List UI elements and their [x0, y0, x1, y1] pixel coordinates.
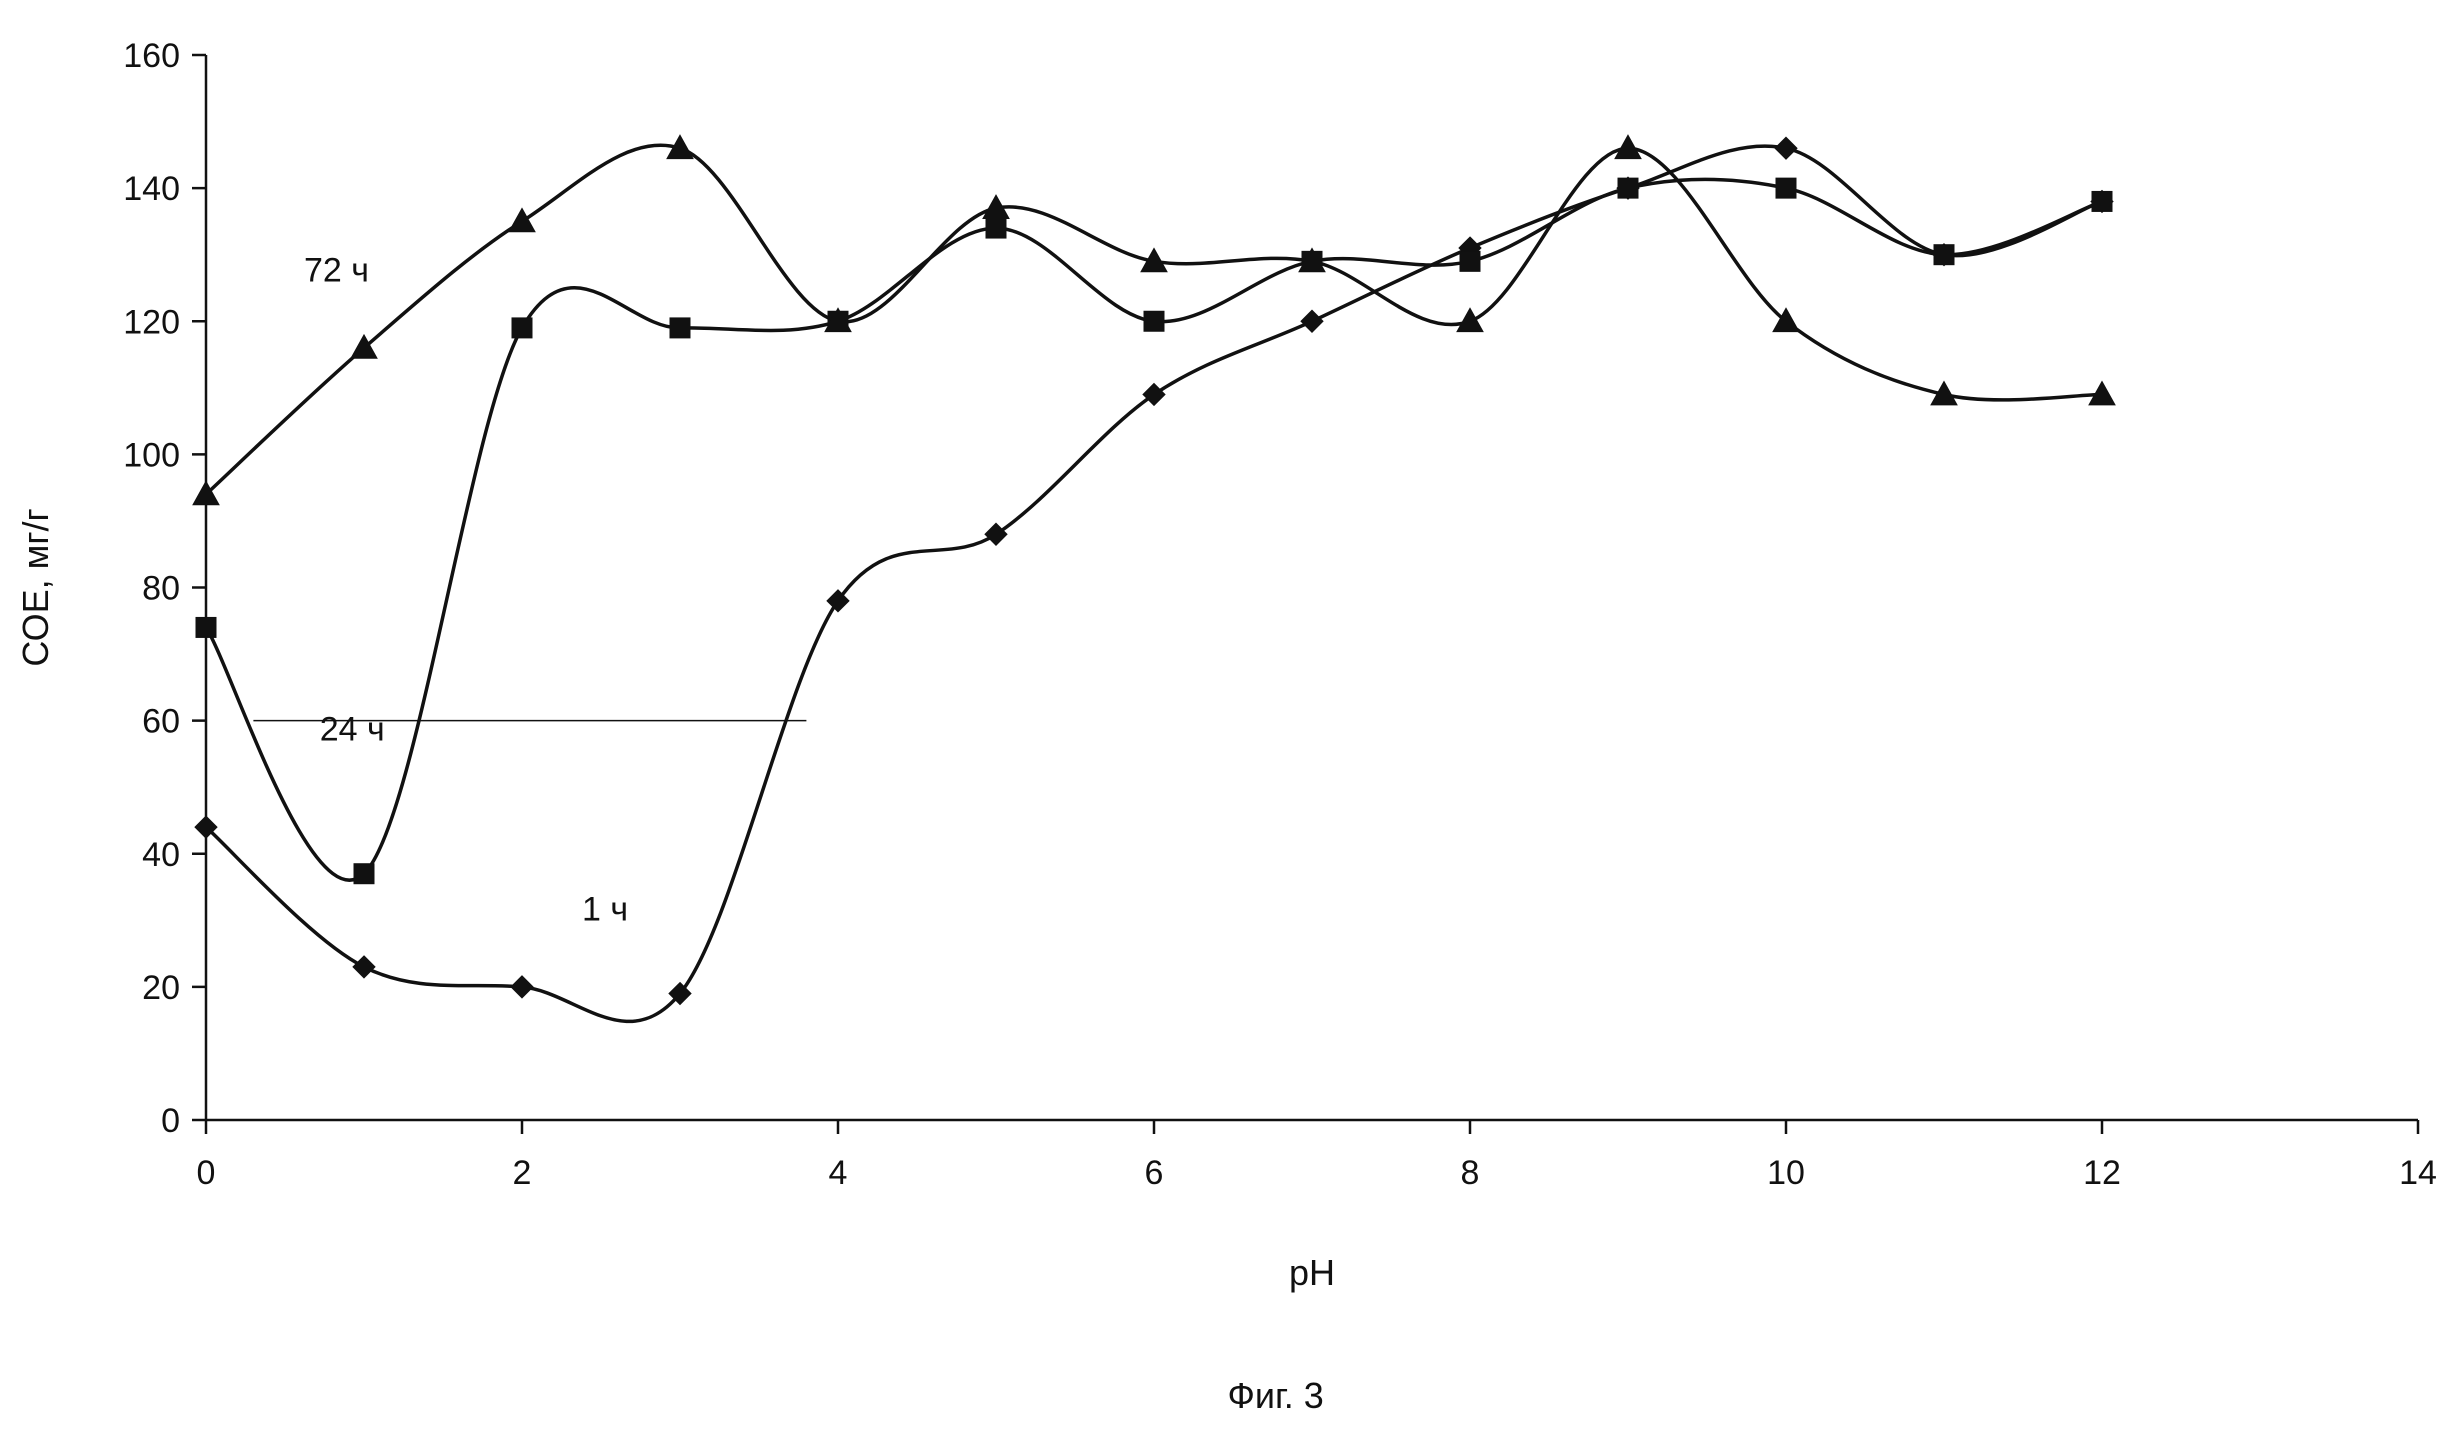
data-point-diamond: [194, 815, 218, 839]
x-axis-ticks: 0 2 4 6 8 10 12 14: [197, 1120, 2437, 1192]
series-72h: [192, 134, 2116, 506]
y-tick-label: 120: [123, 303, 180, 341]
series-24h: [195, 177, 2113, 885]
data-point-triangle: [1614, 134, 1642, 160]
x-tick-label: 6: [1145, 1154, 1164, 1192]
data-point-triangle: [1140, 247, 1168, 273]
y-axis-title: СОЕ, мг/г: [15, 508, 56, 666]
series-group: [192, 134, 2116, 1024]
data-point-square: [985, 217, 1007, 239]
data-point-triangle: [192, 480, 220, 506]
data-point-square: [1933, 244, 1955, 266]
figure-caption: Фиг. 3: [1228, 1375, 1324, 1416]
series-label-1h: 1 ч: [582, 890, 628, 928]
data-point-diamond: [1300, 309, 1324, 333]
data-point-diamond: [1774, 136, 1798, 160]
data-point-triangle: [982, 194, 1010, 219]
data-point-triangle: [350, 333, 378, 359]
data-point-square: [195, 616, 217, 638]
y-axis-ticks: 0 20 40 60 80 100 120 140 160: [123, 37, 206, 1140]
y-tick-label: 20: [142, 969, 180, 1007]
data-point-triangle: [666, 134, 694, 160]
y-tick-label: 160: [123, 37, 180, 75]
data-point-diamond: [510, 975, 534, 999]
data-point-square: [511, 317, 533, 339]
data-point-square: [1775, 177, 1797, 199]
series-labels: 1 ч 24 ч 72 ч: [304, 251, 628, 928]
data-point-diamond: [826, 589, 850, 613]
axes: 0 2 4 6 8 10 12 14 0 20 40 60 80 100 120 140 160: [123, 37, 2437, 1192]
x-tick-label: 4: [829, 1154, 848, 1192]
data-point-triangle: [508, 207, 536, 233]
data-point-square: [353, 863, 375, 885]
data-point-square: [2091, 190, 2113, 212]
x-tick-label: 10: [1767, 1154, 1805, 1192]
data-point-diamond: [352, 955, 376, 979]
data-point-square: [1617, 177, 1639, 199]
series-label-72h: 72 ч: [304, 251, 369, 289]
y-tick-label: 40: [142, 836, 180, 874]
series-label-24h: 24 ч: [320, 711, 385, 749]
data-point-triangle: [1930, 380, 1958, 406]
y-tick-label: 60: [142, 703, 180, 741]
x-tick-label: 14: [2399, 1154, 2437, 1192]
data-point-square: [1143, 310, 1165, 332]
data-point-diamond: [1142, 382, 1166, 407]
series-line-1h: [204, 144, 2104, 1024]
data-point-square: [669, 317, 691, 339]
data-point-diamond: [984, 522, 1008, 546]
series-line-24h: [204, 177, 2104, 882]
x-axis-title: pH: [1289, 1252, 1335, 1293]
y-tick-label: 140: [123, 170, 180, 208]
data-point-diamond: [668, 981, 692, 1006]
x-tick-label: 2: [513, 1154, 532, 1192]
data-point-triangle: [1298, 247, 1326, 273]
y-tick-label: 80: [142, 570, 180, 608]
data-point-triangle: [1772, 307, 1800, 333]
data-point-triangle: [1456, 307, 1484, 333]
y-tick-label: 0: [161, 1102, 180, 1140]
y-tick-label: 100: [123, 436, 180, 474]
x-tick-label: 0: [197, 1154, 216, 1192]
data-point-triangle: [824, 307, 852, 333]
x-tick-label: 8: [1461, 1154, 1480, 1192]
data-point-square: [1459, 250, 1481, 272]
x-tick-label: 12: [2083, 1154, 2121, 1192]
data-point-triangle: [2088, 380, 2116, 406]
